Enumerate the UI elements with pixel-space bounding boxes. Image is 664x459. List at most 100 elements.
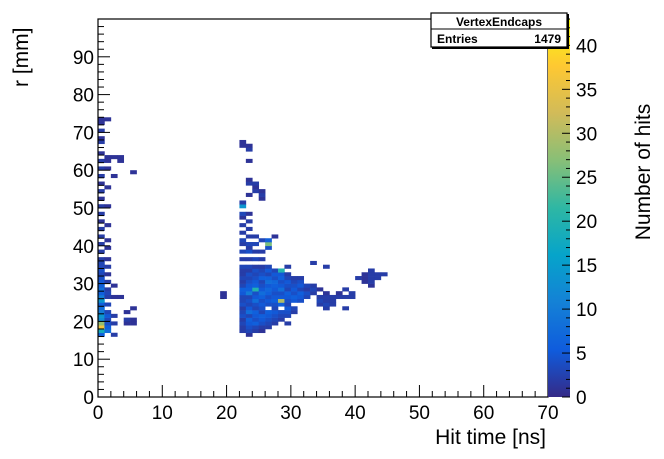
heatmap-cell [98, 226, 105, 231]
heatmap-cell [239, 257, 247, 262]
y-tick-label: 90 [73, 48, 94, 69]
heatmap-cell [252, 306, 260, 311]
heatmap-cell [310, 260, 317, 265]
heatmap-cell [271, 294, 279, 300]
heatmap-cell [239, 306, 247, 311]
heatmap-cell [239, 204, 247, 209]
heatmap-cell [98, 298, 105, 303]
heatmap-cell [361, 272, 369, 277]
heatmap-cell [123, 310, 131, 315]
y-tick-label: 20 [73, 312, 94, 333]
heatmap-cell [98, 204, 105, 209]
heatmap-cell [374, 276, 382, 281]
heatmap-cell [239, 223, 247, 228]
z-tick-label: 10 [576, 300, 597, 321]
heatmap-cell [265, 264, 272, 269]
heatmap-cell [265, 238, 272, 243]
heatmap-cell [245, 328, 253, 334]
heatmap-cell [252, 328, 260, 334]
heatmap-cell [98, 317, 105, 322]
heatmap-cell [310, 287, 317, 292]
heatmap-cell [98, 257, 105, 262]
heatmap-cell [239, 238, 247, 243]
heatmap-cell [258, 196, 266, 201]
heatmap-cell [104, 279, 112, 284]
heatmap-cell [245, 276, 253, 281]
y-tick-label: 40 [73, 237, 94, 258]
heatmap-cell [98, 173, 105, 179]
heatmap-cell [323, 302, 330, 307]
heatmap-cell [284, 302, 292, 307]
heatmap-cell [104, 313, 112, 318]
z-tick-label: 40 [576, 36, 597, 57]
heatmap-cell [110, 294, 118, 300]
heatmap-cell [98, 321, 105, 326]
heatmap-cell [252, 272, 260, 277]
heatmap-cell [245, 181, 253, 186]
heatmap-cell [303, 291, 311, 296]
heatmap-cell [104, 185, 112, 190]
heatmap-cell [245, 294, 253, 300]
heatmap-cell [110, 321, 118, 326]
heatmap-cell [245, 272, 253, 277]
colorbar-title: Number of hits [632, 104, 655, 241]
heatmap-cell [278, 313, 285, 318]
y-axis-ticks: 0 10 20 30 40 50 60 70 80 90 [73, 18, 110, 409]
x-axis-title: Hit time [ns] [435, 426, 546, 449]
heatmap-cell [110, 332, 118, 337]
heatmap-cell [284, 283, 292, 288]
heatmap-cell [297, 276, 305, 281]
heatmap-cell [98, 158, 105, 163]
x-tick-label: 0 [93, 403, 104, 424]
heatmap-cell [323, 291, 330, 296]
heatmap-cell [104, 245, 112, 250]
heatmap-cell [245, 257, 253, 262]
heatmap-cell [98, 121, 105, 126]
heatmap-cell [297, 287, 305, 292]
heatmap-cell [342, 306, 350, 311]
heatmap-cell [290, 294, 298, 300]
heatmap-cell [98, 279, 105, 284]
heatmap-cell [104, 264, 112, 269]
heatmap-cell [130, 321, 137, 326]
heatmap-cell [265, 325, 272, 330]
z-tick-label: 25 [576, 168, 597, 189]
heatmap-cell [98, 306, 105, 311]
heatmap-cell [278, 310, 285, 315]
heatmap-cell [368, 279, 375, 284]
heatmap-cell [290, 298, 298, 303]
heatmap-cell [239, 328, 247, 334]
heatmap-cell [98, 249, 105, 254]
heatmap-cell [252, 181, 260, 186]
heatmap-cell [290, 291, 298, 296]
z-tick-label: 5 [576, 344, 587, 365]
heatmap-cell [265, 294, 272, 300]
heatmap-cell [258, 291, 266, 296]
heatmap-cell [380, 272, 388, 277]
stats-entries-value: 1479 [534, 32, 561, 46]
heatmap-cell [329, 294, 337, 300]
heatmap-cell [117, 294, 125, 300]
heatmap-cell [361, 276, 369, 281]
heatmap-cells [98, 117, 388, 337]
heatmap-cell [348, 291, 356, 296]
heatmap-cell [265, 279, 272, 284]
heatmap-cell [252, 325, 260, 330]
heatmap-cell [284, 298, 292, 303]
heatmap-cell [271, 306, 279, 311]
heatmap-cell [258, 257, 266, 262]
heatmap-cell [239, 279, 247, 284]
heatmap-cell [355, 276, 362, 281]
heatmap-cell [271, 291, 279, 296]
heatmap-cell [297, 283, 305, 288]
y-tick-label: 60 [73, 161, 94, 182]
heatmap-cell [297, 279, 305, 284]
heatmap-cell [303, 283, 311, 288]
heatmap-cell [252, 264, 260, 269]
heatmap-cell [117, 158, 125, 163]
heatmap-cell [252, 310, 260, 315]
z-tick-label: 30 [576, 124, 597, 145]
heatmap-cell [104, 223, 112, 228]
heatmap-cell [245, 264, 253, 269]
